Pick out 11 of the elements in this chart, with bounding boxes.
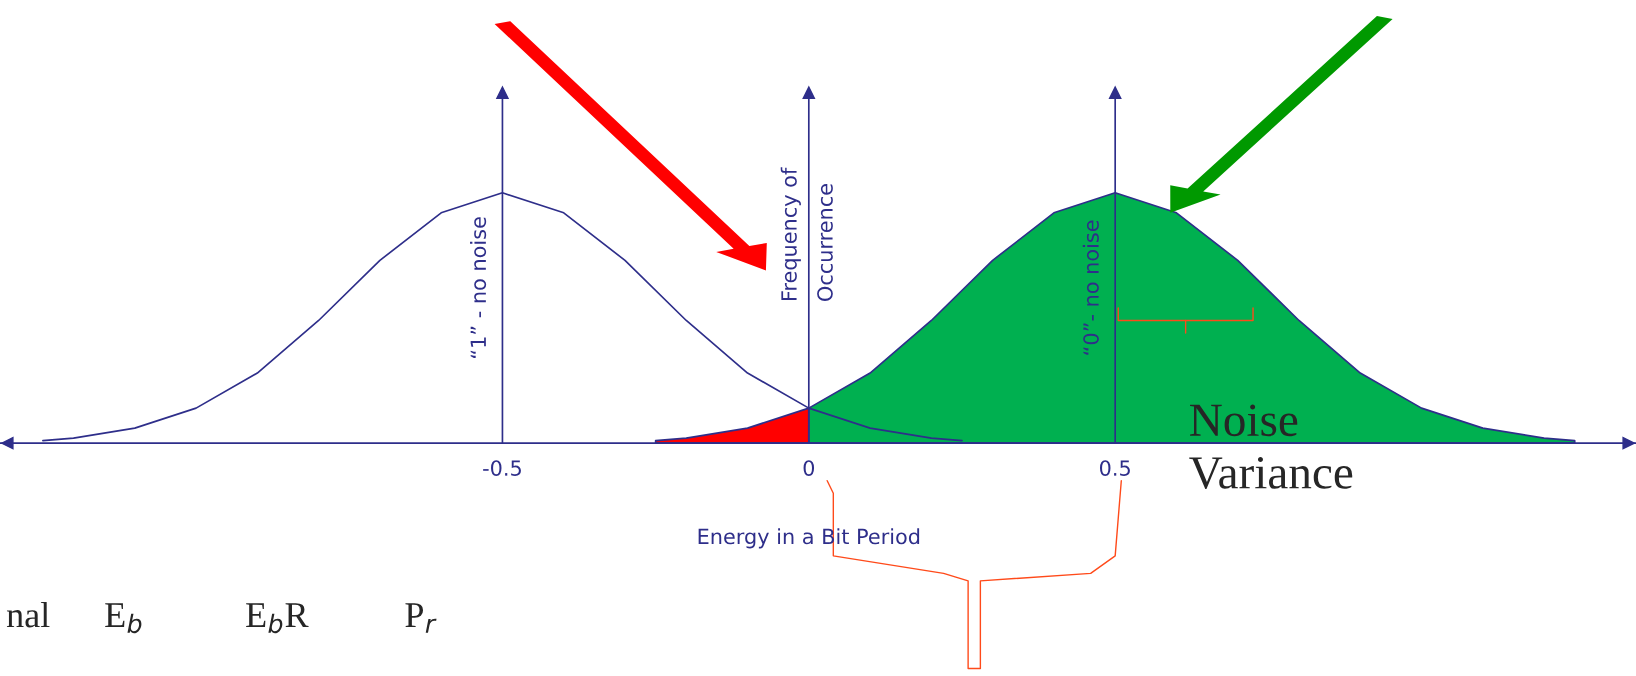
ref-line-label: “0”- no noise (1082, 220, 1099, 355)
x-tick-label: 0.5 (1099, 460, 1130, 476)
text: E$_{b}$R (246, 603, 309, 634)
x-tick-label: -0.5 (483, 460, 521, 476)
text: nal (6, 602, 50, 628)
y-axis-title: Frequency of Occurrence (780, 167, 833, 301)
text: P$_{r}$ (405, 603, 437, 633)
text: E$_{b}$ (105, 603, 142, 634)
ref-line-label: “1” - no noise (470, 217, 487, 358)
annotation: Noise Variance (1189, 404, 1353, 490)
x-tick-label: 0 (803, 460, 815, 476)
